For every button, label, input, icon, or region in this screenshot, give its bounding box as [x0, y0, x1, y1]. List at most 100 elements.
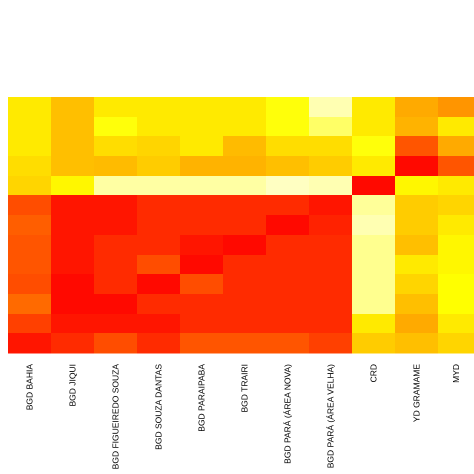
heatmap-cell-r12-c10: [395, 314, 439, 334]
heatmap-cell-r8-c3: [94, 235, 138, 256]
heatmap-cell-r13-c5: [180, 333, 224, 354]
heatmap-cell-r1-c4: [137, 97, 181, 118]
heatmap-cell-r11-c6: [223, 294, 267, 315]
heatmap-cell-r7-c5: [180, 215, 224, 236]
heatmap-cell-r10-c10: [395, 274, 439, 295]
heatmap-cell-r5-c11: [438, 176, 474, 196]
heatmap-cell-r11-c9: [352, 294, 396, 315]
heatmap-cell-r8-c2: [51, 235, 95, 256]
heatmap-cell-r7-c10: [395, 215, 439, 236]
heatmap-cell-r9-c11: [438, 255, 474, 275]
heatmap-cell-r4-c11: [438, 156, 474, 177]
heatmap-cell-r12-c8: [309, 314, 353, 334]
heatmap-cell-r7-c7: [266, 215, 310, 236]
heatmap-cell-r4-c1: [8, 156, 52, 177]
heatmap-cell-r6-c4: [137, 195, 181, 216]
heatmap-cell-r6-c7: [266, 195, 310, 216]
heatmap-cell-r11-c2: [51, 294, 95, 315]
heatmap-cell-r12-c2: [51, 314, 95, 334]
column-label-8: BGD PARÁ (ÁREA VELHA): [326, 364, 336, 468]
heatmap-cell-r9-c4: [137, 255, 181, 275]
heatmap-cell-r2-c5: [180, 117, 224, 137]
heatmap-cell-r10-c7: [266, 274, 310, 295]
heatmap-cell-r1-c9: [352, 97, 396, 118]
column-label-9: CRD: [369, 364, 379, 382]
heatmap-cell-r12-c11: [438, 314, 474, 334]
heatmap-cell-r9-c9: [352, 255, 396, 275]
heatmap-cell-r8-c7: [266, 235, 310, 256]
heatmap-cell-r1-c2: [51, 97, 95, 118]
heatmap-cell-r2-c1: [8, 117, 52, 137]
heatmap-cell-r8-c1: [8, 235, 52, 256]
heatmap-cell-r10-c4: [137, 274, 181, 295]
heatmap-cell-r6-c1: [8, 195, 52, 216]
heatmap-cell-r2-c11: [438, 117, 474, 137]
heatmap-cell-r10-c6: [223, 274, 267, 295]
heatmap-cell-r8-c11: [438, 235, 474, 256]
heatmap-cell-r3-c7: [266, 136, 310, 157]
heatmap-cell-r12-c7: [266, 314, 310, 334]
heatmap-cell-r9-c2: [51, 255, 95, 275]
heatmap-cell-r9-c8: [309, 255, 353, 275]
heatmap-cell-r1-c10: [395, 97, 439, 118]
column-label-1: BGD BAHIA: [25, 364, 35, 411]
heatmap-cell-r3-c4: [137, 136, 181, 157]
heatmap-cell-r3-c5: [180, 136, 224, 157]
heatmap-cell-r6-c8: [309, 195, 353, 216]
column-label-2: BGD JIQUI: [68, 364, 78, 407]
heatmap-cell-r13-c7: [266, 333, 310, 354]
heatmap-cell-r7-c2: [51, 215, 95, 236]
column-label-6: BGD TRAIRI: [240, 364, 250, 413]
heatmap-cell-r8-c4: [137, 235, 181, 256]
heatmap-cell-r5-c5: [180, 176, 224, 196]
heatmap-cell-r10-c9: [352, 274, 396, 295]
heatmap-cell-r7-c3: [94, 215, 138, 236]
heatmap-cell-r4-c9: [352, 156, 396, 177]
column-label-7: BGD PARÁ (ÁREA NOVA): [283, 364, 293, 464]
heatmap-cell-r2-c4: [137, 117, 181, 137]
heatmap-cell-r11-c11: [438, 294, 474, 315]
heatmap-cell-r13-c6: [223, 333, 267, 354]
heatmap-cell-r3-c10: [395, 136, 439, 157]
heatmap-cell-r5-c6: [223, 176, 267, 196]
heatmap-cell-r4-c3: [94, 156, 138, 177]
heatmap-cell-r1-c5: [180, 97, 224, 118]
heatmap-cell-r10-c2: [51, 274, 95, 295]
heatmap-cell-r10-c11: [438, 274, 474, 295]
heatmap-cell-r12-c3: [94, 314, 138, 334]
heatmap-cell-r5-c4: [137, 176, 181, 196]
heatmap-cell-r5-c8: [309, 176, 353, 196]
heatmap-cell-r1-c3: [94, 97, 138, 118]
heatmap-cell-r11-c7: [266, 294, 310, 315]
heatmap-cell-r4-c4: [137, 156, 181, 177]
heatmap-cell-r3-c6: [223, 136, 267, 157]
heatmap-cell-r3-c2: [51, 136, 95, 157]
heatmap-cell-r11-c10: [395, 294, 439, 315]
heatmap-cell-r6-c6: [223, 195, 267, 216]
heatmap-cell-r4-c8: [309, 156, 353, 177]
heatmap-cell-r2-c6: [223, 117, 267, 137]
heatmap-cell-r1-c11: [438, 97, 474, 118]
heatmap-cell-r13-c11: [438, 333, 474, 354]
heatmap-cell-r7-c6: [223, 215, 267, 236]
heatmap-cell-r11-c3: [94, 294, 138, 315]
heatmap-cell-r4-c7: [266, 156, 310, 177]
heatmap-cell-r4-c2: [51, 156, 95, 177]
heatmap-cell-r7-c11: [438, 215, 474, 236]
heatmap-cell-r3-c11: [438, 136, 474, 157]
heatmap-cell-r13-c8: [309, 333, 353, 354]
heatmap-cell-r5-c3: [94, 176, 138, 196]
heatmap-cell-r1-c6: [223, 97, 267, 118]
heatmap-cell-r10-c5: [180, 274, 224, 295]
heatmap-cell-r9-c7: [266, 255, 310, 275]
column-label-4: BGD SOUZA DANTAS: [154, 364, 164, 450]
heatmap-cells: [8, 97, 474, 354]
heatmap-cell-r6-c3: [94, 195, 138, 216]
heatmap-cell-r6-c5: [180, 195, 224, 216]
heatmap-cell-r2-c9: [352, 117, 396, 137]
heatmap-cell-r5-c2: [51, 176, 95, 196]
heatmap-cell-r13-c2: [51, 333, 95, 354]
heatmap-cell-r5-c9: [352, 176, 396, 196]
heatmap-cell-r9-c3: [94, 255, 138, 275]
column-label-10: YD GRAMAME: [412, 364, 422, 422]
